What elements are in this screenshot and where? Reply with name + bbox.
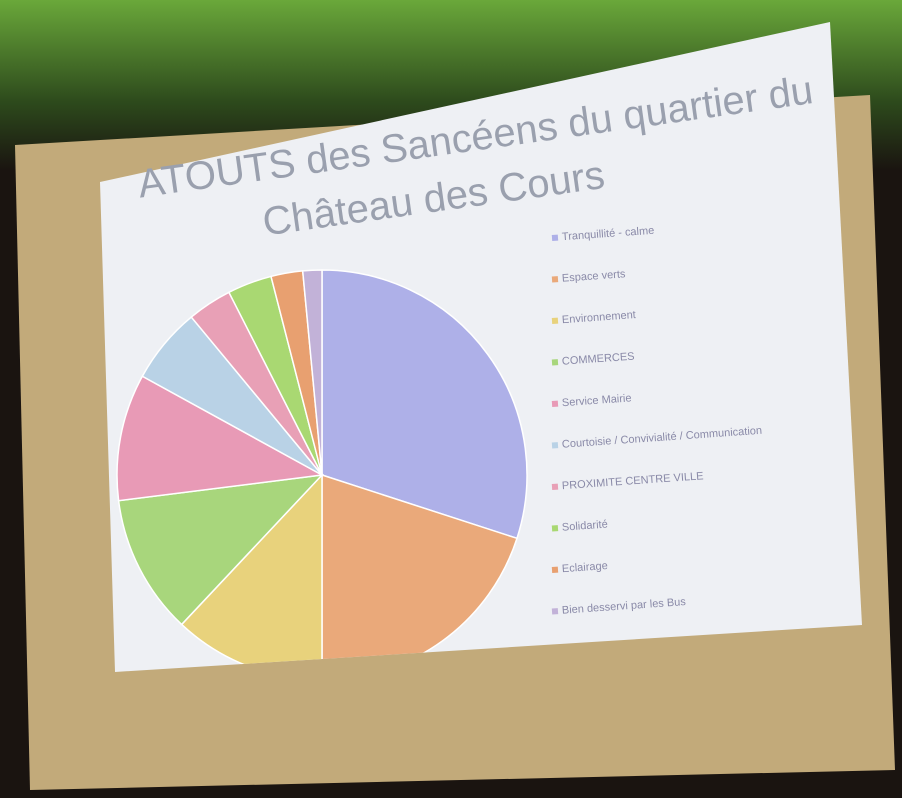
pie	[117, 270, 527, 680]
page: {"chart_data": {"type": "pie", "title_li…	[0, 0, 902, 798]
legend-swatch	[552, 359, 558, 365]
photo: ATOUTS des Sancéens du quartier du Châte…	[0, 0, 902, 798]
legend-swatch	[552, 484, 558, 490]
legend-swatch	[552, 442, 558, 448]
legend-swatch	[552, 567, 558, 573]
legend-swatch	[552, 235, 558, 241]
legend-swatch	[552, 401, 558, 407]
legend-swatch	[552, 276, 558, 282]
legend-swatch	[552, 608, 558, 614]
legend-swatch	[552, 318, 558, 324]
legend-swatch	[552, 525, 558, 531]
